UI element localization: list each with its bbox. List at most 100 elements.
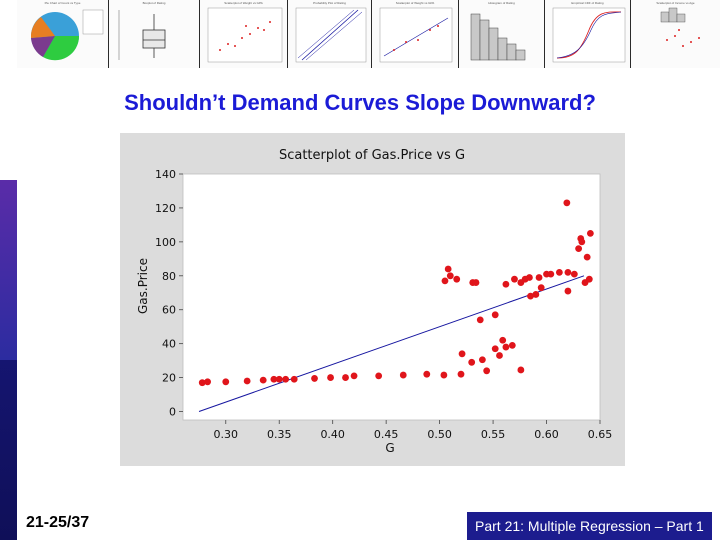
data-point [327, 374, 334, 381]
scatter-thumbnail-icon [207, 7, 283, 63]
boxplot-thumbnail-icon [118, 10, 166, 60]
thumbnail-scatter-hist[interactable]: Scatterplot of Income vs Age [631, 0, 720, 68]
scatterplot-chart: Scatterplot of Gas.Price vs G 0 20 40 60 80 1… [136, 148, 612, 455]
data-point [270, 375, 278, 383]
data-point [508, 341, 516, 349]
data-point [570, 270, 578, 278]
data-point [472, 279, 480, 286]
data-point [375, 372, 383, 380]
slide-number: 21-25/37 [26, 514, 90, 531]
data-point [311, 375, 318, 382]
y-tick-label: 100 [155, 236, 176, 249]
left-bar-segment [0, 360, 17, 540]
data-points [198, 199, 594, 387]
data-point [578, 238, 586, 246]
data-point [491, 311, 499, 319]
thumbnail-title: Scatterplot of Weight vs GPA [395, 1, 435, 5]
data-point [282, 375, 290, 383]
thumbnail-title: Pie Chart of Count vs Type [44, 1, 81, 5]
thumbnail-histogram[interactable]: Histogram of Rating [459, 0, 545, 68]
data-point [423, 370, 431, 378]
thumbnail-strip: Pie Chart of Count vs Type Boxplot of Ra… [17, 0, 720, 68]
data-point [491, 345, 499, 353]
data-point [555, 269, 563, 276]
histogram-thumbnail-icon [470, 13, 526, 61]
data-point [583, 253, 591, 261]
thumbnail-title: Probability Plot of Rating [313, 1, 346, 5]
x-tick-label: 0.50 [427, 428, 452, 441]
pie-thumbnail-icon [30, 9, 104, 61]
x-tick-label: 0.65 [588, 428, 613, 441]
thumbnail-scatter-fit[interactable]: Scatterplot of Weight vs GPA [372, 0, 459, 68]
data-point [527, 292, 534, 300]
chart-panel: Scatterplot of Gas.Price vs G 0 20 40 60 80 1… [120, 133, 625, 466]
data-point [275, 375, 283, 383]
data-point [564, 269, 572, 276]
y-tick-label: 60 [162, 304, 176, 317]
data-point [350, 372, 358, 380]
data-point [198, 379, 206, 387]
y-tick-label: 80 [162, 270, 176, 283]
data-point [499, 336, 507, 344]
data-point [222, 378, 230, 386]
y-tick-label: 20 [162, 372, 176, 385]
x-tick-label: 0.40 [320, 428, 345, 441]
thumbnail-title: Scatterplot of Income vs Age [656, 1, 695, 5]
data-point [342, 374, 349, 381]
data-point [440, 371, 448, 379]
scatter-fit-thumbnail-icon [379, 7, 453, 63]
data-point [502, 343, 510, 351]
data-point [496, 352, 503, 359]
data-point [483, 367, 491, 375]
data-point [243, 377, 251, 385]
data-point [444, 265, 452, 273]
probability-thumbnail-icon [295, 7, 367, 63]
data-point [204, 378, 211, 386]
data-point [535, 274, 543, 281]
x-axis-label: G [385, 441, 394, 455]
data-point [532, 291, 540, 298]
thumbnail-title: Boxplot of Rating [142, 1, 166, 5]
data-point [586, 229, 594, 237]
y-tick-label: 120 [155, 202, 176, 215]
cdf-thumbnail-icon [552, 7, 626, 63]
data-point [441, 277, 449, 285]
axes: 0 20 40 60 80 100 120 140 0.30 0.35 0.40 0.45 0.50 0.… [155, 168, 612, 441]
thumbnail-cdf[interactable]: Empirical CDF of Rating [545, 0, 631, 68]
data-point [290, 375, 298, 383]
thumbnail-title: Empirical CDF of Rating [571, 1, 604, 5]
thumbnail-boxplot[interactable]: Boxplot of Rating [109, 0, 200, 68]
x-tick-label: 0.30 [214, 428, 239, 441]
thumbnail-title: Scatterplot of Weight vs GPA [224, 1, 263, 5]
data-point [585, 275, 593, 283]
data-point [468, 358, 476, 366]
data-point [453, 275, 461, 283]
data-point [517, 366, 525, 374]
chart-title: Scatterplot of Gas.Price vs G [279, 148, 465, 163]
data-point [399, 371, 407, 379]
data-point [476, 316, 484, 324]
data-point [446, 272, 454, 280]
x-tick-label: 0.55 [481, 428, 506, 441]
data-point [563, 199, 571, 207]
thumbnail-pie[interactable]: Pie Chart of Count vs Type [17, 0, 109, 68]
fit-line-layer [198, 275, 585, 412]
y-tick-label: 0 [169, 406, 176, 419]
x-tick-label: 0.35 [267, 428, 292, 441]
data-point [537, 284, 545, 292]
y-tick-label: 40 [162, 338, 176, 351]
thumbnail-probability[interactable]: Probability Plot of Rating [288, 0, 372, 68]
y-tick-label: 140 [155, 168, 176, 181]
scatter-hist-thumbnail-icon [660, 7, 700, 47]
data-point [478, 356, 486, 364]
data-point [547, 270, 555, 278]
footer-text: Part 21: Multiple Regression – Part 1 [475, 518, 704, 534]
thumbnail-scatter[interactable]: Scatterplot of Weight vs GPA [200, 0, 288, 68]
data-point [564, 287, 572, 295]
left-bar-segment [0, 180, 17, 360]
data-point [458, 350, 466, 358]
data-point [457, 370, 465, 378]
data-point [511, 275, 518, 283]
y-axis-label: Gas.Price [136, 258, 150, 314]
footer-banner: Part 21: Multiple Regression – Part 1 [467, 512, 712, 540]
